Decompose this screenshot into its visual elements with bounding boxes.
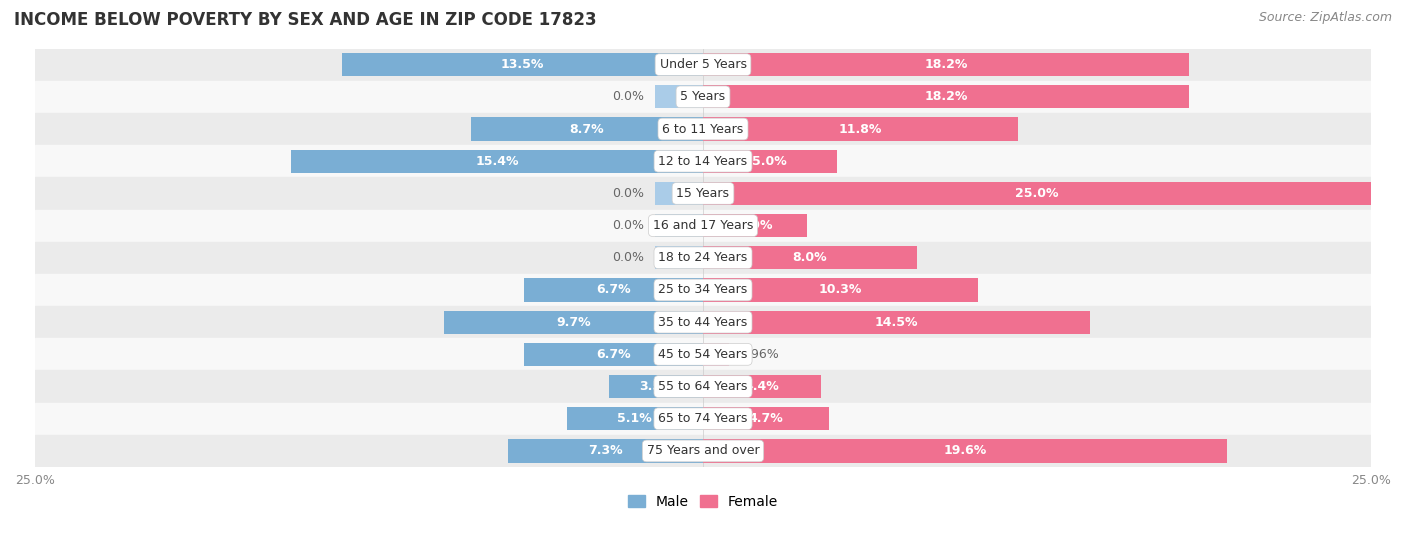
- Text: 0.0%: 0.0%: [612, 219, 644, 232]
- Text: 75 Years and over: 75 Years and over: [647, 444, 759, 457]
- Text: 8.7%: 8.7%: [569, 122, 605, 135]
- Text: Source: ZipAtlas.com: Source: ZipAtlas.com: [1258, 11, 1392, 24]
- Text: 9.7%: 9.7%: [557, 316, 591, 329]
- Bar: [444, 311, 703, 334]
- Bar: [524, 278, 703, 301]
- Bar: [703, 182, 1371, 205]
- Bar: [609, 375, 703, 398]
- Bar: [35, 371, 1371, 402]
- Bar: [655, 214, 703, 237]
- Bar: [35, 306, 1371, 338]
- Text: 18.2%: 18.2%: [925, 58, 967, 71]
- Text: 4.4%: 4.4%: [744, 380, 779, 393]
- Text: 25 to 34 Years: 25 to 34 Years: [658, 283, 748, 296]
- Bar: [703, 214, 807, 237]
- Text: 6 to 11 Years: 6 to 11 Years: [662, 122, 744, 135]
- Bar: [703, 85, 1189, 108]
- Text: 6.7%: 6.7%: [596, 283, 631, 296]
- Text: 35 to 44 Years: 35 to 44 Years: [658, 316, 748, 329]
- Bar: [35, 435, 1371, 467]
- Legend: Male, Female: Male, Female: [623, 489, 783, 514]
- Bar: [703, 278, 979, 301]
- Text: 14.5%: 14.5%: [875, 316, 918, 329]
- Text: 25.0%: 25.0%: [1015, 187, 1059, 200]
- Text: 18.2%: 18.2%: [925, 91, 967, 103]
- Text: 13.5%: 13.5%: [501, 58, 544, 71]
- Bar: [35, 113, 1371, 145]
- Text: 5.0%: 5.0%: [752, 155, 787, 168]
- Bar: [35, 402, 1371, 435]
- Text: 65 to 74 Years: 65 to 74 Years: [658, 412, 748, 425]
- Bar: [655, 85, 703, 108]
- Text: 18 to 24 Years: 18 to 24 Years: [658, 252, 748, 264]
- Bar: [655, 246, 703, 269]
- Bar: [35, 177, 1371, 210]
- Text: 15.4%: 15.4%: [475, 155, 519, 168]
- Text: 12 to 14 Years: 12 to 14 Years: [658, 155, 748, 168]
- Bar: [35, 80, 1371, 113]
- Bar: [35, 49, 1371, 80]
- Bar: [35, 241, 1371, 274]
- Text: 3.5%: 3.5%: [638, 380, 673, 393]
- Bar: [508, 439, 703, 462]
- Bar: [703, 53, 1189, 76]
- Text: 16 and 17 Years: 16 and 17 Years: [652, 219, 754, 232]
- Text: 5.1%: 5.1%: [617, 412, 652, 425]
- Text: 0.0%: 0.0%: [612, 252, 644, 264]
- Bar: [703, 150, 837, 173]
- Text: 11.8%: 11.8%: [839, 122, 883, 135]
- Text: 5 Years: 5 Years: [681, 91, 725, 103]
- Text: 6.7%: 6.7%: [596, 348, 631, 361]
- Text: INCOME BELOW POVERTY BY SEX AND AGE IN ZIP CODE 17823: INCOME BELOW POVERTY BY SEX AND AGE IN Z…: [14, 11, 596, 29]
- Text: 0.0%: 0.0%: [612, 187, 644, 200]
- Bar: [35, 145, 1371, 177]
- Text: 0.96%: 0.96%: [740, 348, 779, 361]
- Text: 4.7%: 4.7%: [748, 412, 783, 425]
- Text: 0.0%: 0.0%: [612, 91, 644, 103]
- Bar: [35, 274, 1371, 306]
- Bar: [291, 150, 703, 173]
- Text: 15 Years: 15 Years: [676, 187, 730, 200]
- Bar: [703, 375, 821, 398]
- Text: 8.0%: 8.0%: [793, 252, 827, 264]
- Bar: [703, 246, 917, 269]
- Text: 10.3%: 10.3%: [818, 283, 862, 296]
- Text: Under 5 Years: Under 5 Years: [659, 58, 747, 71]
- Text: 55 to 64 Years: 55 to 64 Years: [658, 380, 748, 393]
- Bar: [567, 407, 703, 430]
- Text: 45 to 54 Years: 45 to 54 Years: [658, 348, 748, 361]
- Bar: [471, 117, 703, 141]
- Bar: [35, 210, 1371, 241]
- Bar: [703, 117, 1018, 141]
- Bar: [703, 343, 728, 366]
- Text: 3.9%: 3.9%: [738, 219, 772, 232]
- Bar: [703, 311, 1091, 334]
- Bar: [703, 439, 1227, 462]
- Text: 7.3%: 7.3%: [588, 444, 623, 457]
- Bar: [35, 338, 1371, 371]
- Bar: [703, 407, 828, 430]
- Text: 19.6%: 19.6%: [943, 444, 987, 457]
- Bar: [524, 343, 703, 366]
- Bar: [655, 182, 703, 205]
- Bar: [342, 53, 703, 76]
